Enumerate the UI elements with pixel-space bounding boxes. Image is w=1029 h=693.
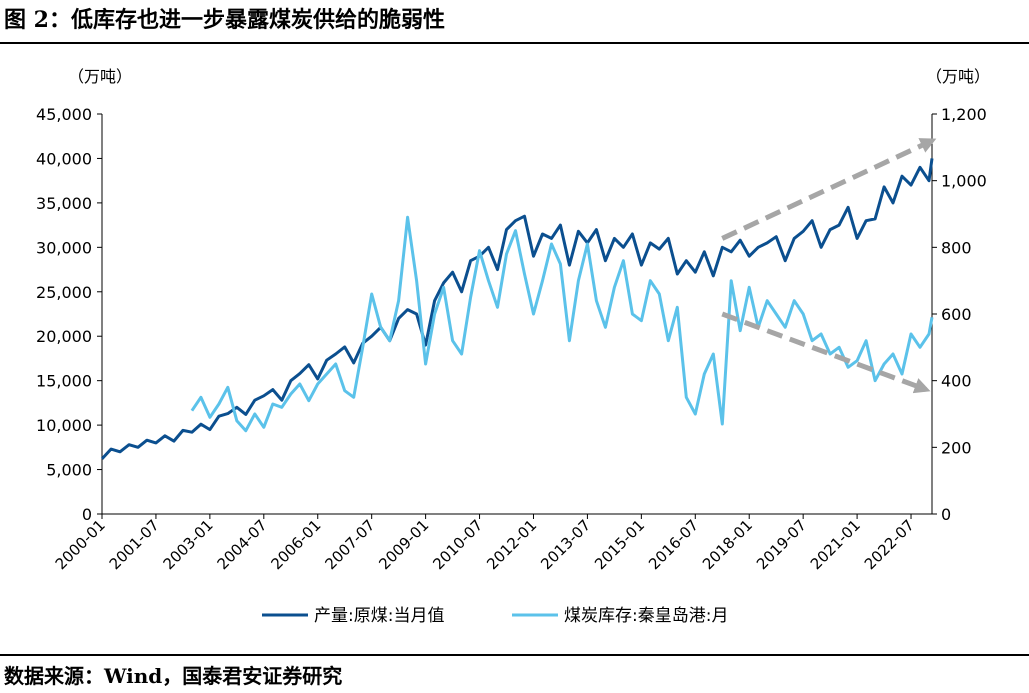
source-rule	[0, 654, 1029, 656]
left-tick-label: 15,000	[36, 372, 92, 391]
x-tick-label: 2018-01	[699, 516, 756, 573]
left-tick-label: 0	[82, 505, 92, 524]
title-rule	[0, 42, 1029, 44]
axes: 0 5,000 10,000 15,000 20,000 25,000 30,000 35,0…	[36, 105, 987, 573]
left-tick-label: 45,000	[36, 105, 92, 124]
left-tick-label: 25,000	[36, 283, 92, 302]
left-tick-label: 40,000	[36, 149, 92, 168]
right-tick-label: 0	[941, 505, 951, 524]
x-tick-label: 2015-01	[591, 516, 648, 573]
x-tick-label: 2021-01	[807, 516, 864, 573]
chart: （万吨） （万吨） 0 5,000 10,000 15,000 20,000 25,000…	[36, 67, 990, 626]
left-tick-label: 35,000	[36, 194, 92, 213]
left-tick-label: 20,000	[36, 327, 92, 346]
x-tick-label: 2003-01	[160, 516, 217, 573]
legend-label: 产量:原煤:当月值	[314, 606, 444, 626]
trend-arrows	[721, 138, 937, 394]
x-tick-label: 2009-01	[375, 516, 432, 573]
figure-title: 图 2：低库存也进一步暴露煤炭供给的脆弱性	[4, 7, 445, 33]
right-tick-label: 1,000	[941, 172, 987, 191]
right-tick-label: 200	[941, 438, 972, 457]
x-tick-label: 2016-07	[645, 516, 702, 573]
x-tick-label: 2010-07	[429, 516, 486, 573]
x-tick-label: 2012-01	[483, 516, 540, 573]
x-tick-label: 2000-01	[52, 516, 109, 573]
x-tick-label: 2006-01	[268, 516, 325, 573]
x-tick-label: 2022-07	[861, 516, 918, 573]
uptrend-arrow	[721, 138, 937, 241]
left-tick-label: 30,000	[36, 238, 92, 257]
legend: 产量:原煤:当月值 煤炭库存:秦皇岛港:月	[262, 606, 728, 626]
right-axis-unit: （万吨）	[926, 67, 990, 86]
right-tick-label: 1,200	[941, 105, 987, 124]
right-tick-label: 600	[941, 305, 972, 324]
x-tick-label: 2013-07	[537, 516, 594, 573]
left-tick-label: 5,000	[46, 461, 92, 480]
series-line-port-inventory	[190, 215, 934, 433]
source-note: 数据来源：Wind，国泰君安证券研究	[4, 664, 343, 688]
x-tick-label: 2001-07	[106, 516, 163, 573]
series-line-coal-output	[100, 158, 934, 460]
x-tick-label: 2007-07	[321, 516, 378, 573]
series-lines	[100, 158, 934, 460]
x-tick-label: 2019-07	[753, 516, 810, 573]
downtrend-arrow	[721, 311, 931, 394]
x-tick-label: 2004-07	[214, 516, 271, 573]
legend-label: 煤炭库存:秦皇岛港:月	[564, 606, 728, 626]
right-tick-label: 800	[941, 238, 972, 257]
left-axis-unit: （万吨）	[68, 67, 132, 86]
right-tick-label: 400	[941, 372, 972, 391]
left-tick-label: 10,000	[36, 416, 92, 435]
